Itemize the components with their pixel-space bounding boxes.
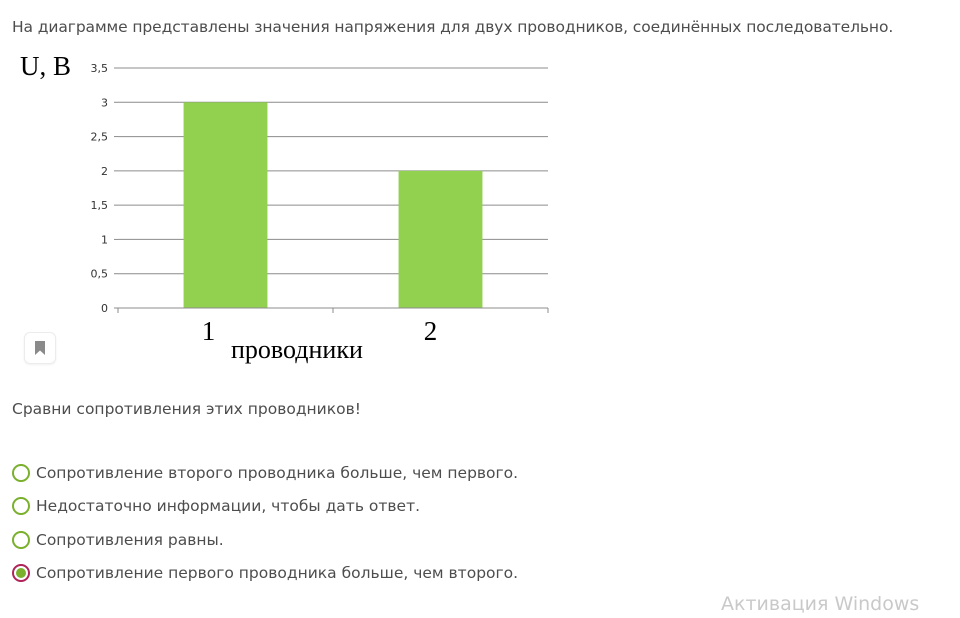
option-label: Сопротивление второго проводника больше,… [36, 463, 519, 482]
question-text: Сравни сопротивления этих проводников! [12, 400, 361, 418]
radio-button[interactable] [12, 530, 30, 549]
bar-conductor-2 [398, 170, 483, 308]
y-tick-label: 1,5 [91, 199, 109, 212]
option-label: Сопротивления равны. [36, 530, 224, 549]
option-first-greater[interactable]: Сопротивление первого проводника больше,… [12, 557, 518, 591]
y-axis-title: U, В [20, 51, 71, 81]
option-label: Сопротивление первого проводника больше,… [36, 564, 519, 583]
chart-gridlines [118, 67, 548, 275]
x-category-label: 2 [424, 316, 438, 346]
chart-bars [183, 102, 483, 309]
option-equal[interactable]: Сопротивления равны. [12, 523, 518, 557]
y-tick-label: 3,5 [91, 62, 109, 75]
y-tick-label: 2 [101, 165, 108, 178]
windows-activation-watermark: Активация Windows [721, 593, 920, 615]
radio-button[interactable] [12, 564, 30, 583]
task-description: На диаграмме представлены значения напря… [12, 18, 894, 36]
chart-axes [114, 67, 549, 313]
x-axis-title: проводники [231, 335, 363, 364]
x-category-label: 1 [202, 316, 216, 346]
option-label: Недостаточно информации, чтобы дать отве… [36, 497, 421, 516]
y-tick-label: 1 [101, 233, 108, 246]
radio-button[interactable] [12, 463, 30, 482]
bookmark-icon [35, 341, 45, 355]
y-tick-label: 3 [101, 96, 108, 109]
radio-button[interactable] [12, 497, 30, 516]
y-tick-label: 0,5 [91, 268, 109, 281]
answer-options: Сопротивление второго проводника больше,… [12, 456, 518, 590]
y-tick-label: 0 [101, 302, 108, 315]
option-not-enough-info[interactable]: Недостаточно информации, чтобы дать отве… [12, 490, 518, 524]
y-tick-label: 2,5 [91, 131, 109, 144]
voltage-bar-chart: U, В проводники 0 0,5 1 1,5 2 2,5 3 3,5 1 2 [20, 51, 549, 364]
bar-conductor-1 [183, 102, 268, 309]
bookmark-button[interactable] [24, 332, 56, 364]
option-second-greater[interactable]: Сопротивление второго проводника больше,… [12, 456, 518, 490]
chart-labels: U, В проводники 0 0,5 1 1,5 2 2,5 3 3,5 1 2 [20, 51, 437, 364]
